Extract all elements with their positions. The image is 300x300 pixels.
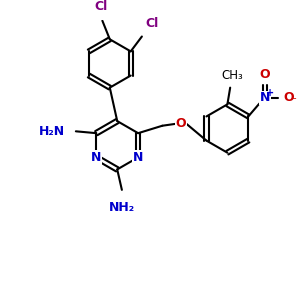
Text: O: O bbox=[260, 68, 270, 81]
Text: Cl: Cl bbox=[146, 17, 159, 30]
Text: N: N bbox=[133, 151, 143, 164]
Text: Cl: Cl bbox=[94, 0, 107, 13]
Text: N: N bbox=[91, 151, 101, 164]
Text: O: O bbox=[176, 117, 186, 130]
Text: ⁻: ⁻ bbox=[290, 97, 296, 106]
Text: O: O bbox=[284, 92, 294, 104]
Text: CH₃: CH₃ bbox=[221, 69, 243, 82]
Text: H₂N: H₂N bbox=[39, 125, 65, 138]
Text: +: + bbox=[266, 88, 274, 98]
Text: NH₂: NH₂ bbox=[109, 201, 135, 214]
Text: N: N bbox=[260, 92, 270, 104]
